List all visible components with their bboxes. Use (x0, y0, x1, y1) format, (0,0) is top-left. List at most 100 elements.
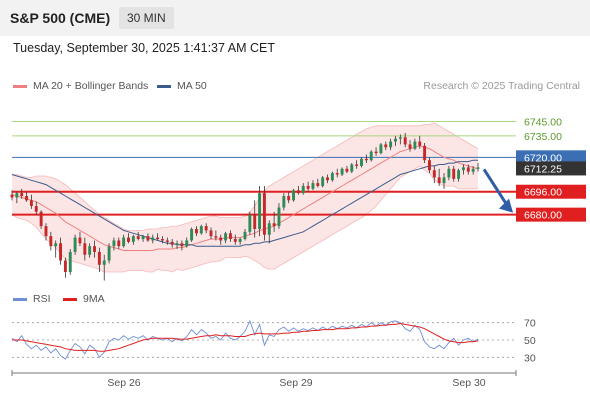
candle-body (34, 206, 38, 212)
candle (243, 228, 247, 241)
candle (68, 249, 72, 275)
candle-body (413, 141, 417, 149)
candle-body (262, 193, 266, 235)
candle-body (141, 236, 145, 240)
candle-body (243, 231, 247, 240)
candle-body (112, 240, 116, 247)
candle (345, 165, 349, 174)
candle (452, 165, 456, 182)
candle (209, 227, 213, 240)
candle-body (306, 185, 310, 189)
candle-body (195, 228, 198, 234)
candle-body (238, 239, 242, 242)
candle (442, 173, 446, 189)
candle-body (204, 226, 208, 231)
candle-body (447, 168, 451, 178)
candle (262, 185, 266, 241)
candle (199, 224, 203, 235)
legend-ma20-label: MA 20 + Bollinger Bands (33, 80, 149, 92)
candle-body (10, 194, 14, 198)
candle-body (83, 243, 87, 255)
candle-body (321, 177, 325, 186)
header-bar (0, 0, 590, 36)
forecast-arrow-head (499, 198, 513, 213)
ma9-swatch (63, 297, 77, 301)
candle (355, 160, 359, 169)
candle-body (461, 167, 465, 171)
candle (39, 210, 43, 229)
candle-body (437, 177, 441, 184)
level-label-6745.00: 6745.00 (524, 116, 562, 128)
candle-body (219, 237, 223, 241)
candle (369, 150, 373, 162)
candle (447, 165, 451, 181)
rsi-swatch (13, 297, 27, 301)
legend-rsi: RSI (13, 293, 51, 305)
candle-body (403, 137, 407, 145)
candle-body (253, 214, 257, 229)
ma20-swatch (13, 84, 27, 88)
candle (195, 226, 198, 237)
candle-body (374, 151, 378, 154)
level-label-6712.25-bg (516, 161, 586, 176)
candle-body (360, 158, 363, 166)
candle (49, 231, 53, 251)
candle (136, 231, 140, 241)
timeframe-button[interactable]: 30 MIN (119, 7, 174, 29)
level-label-6680.00-bg (516, 207, 586, 222)
candle (306, 181, 310, 192)
candle-body (122, 237, 126, 247)
candle (112, 237, 116, 251)
candle-body (146, 236, 150, 241)
candle (25, 191, 29, 202)
candle-body (466, 167, 470, 172)
candle-body (423, 145, 427, 161)
candle-body (418, 141, 422, 146)
candle-body (97, 251, 101, 265)
candle (161, 236, 164, 244)
bollinger-upper-line (12, 122, 479, 231)
candle (326, 174, 329, 184)
candle-body (267, 223, 271, 235)
candle-body (131, 236, 135, 242)
candle (185, 237, 189, 248)
legend-rsi-label: RSI (33, 293, 51, 305)
candle (408, 140, 412, 152)
candle (398, 134, 402, 145)
candle-body (345, 168, 349, 172)
bollinger-band-area (12, 122, 478, 273)
candle-body (199, 226, 203, 234)
candle (311, 180, 315, 191)
candle-body (170, 241, 174, 245)
candle (287, 191, 291, 204)
time-tick-label: Sep 26 (107, 377, 140, 389)
candle (403, 132, 407, 148)
candle (88, 243, 92, 258)
candle (131, 234, 135, 245)
candle (151, 234, 155, 244)
candle (248, 211, 252, 235)
candle-body (471, 168, 475, 172)
candle (476, 163, 480, 172)
candle-body (408, 144, 412, 149)
candle-body (107, 246, 111, 261)
legend-ma20: MA 20 + Bollinger Bands (13, 80, 148, 92)
candle (437, 168, 441, 186)
candle-body (292, 190, 295, 201)
candle-body (389, 141, 393, 148)
candle (97, 247, 101, 272)
candle (389, 138, 393, 151)
legend-ma9-label: 9MA (83, 293, 105, 305)
candle-body (476, 167, 480, 169)
candle (34, 201, 38, 215)
candle-body (25, 196, 29, 201)
candle (170, 239, 174, 248)
candle-body (311, 183, 315, 189)
candle-body (151, 237, 155, 241)
candle (54, 240, 58, 258)
candle-body (39, 211, 43, 227)
candle (292, 188, 295, 202)
candle-body (394, 138, 397, 142)
candle (165, 237, 169, 245)
